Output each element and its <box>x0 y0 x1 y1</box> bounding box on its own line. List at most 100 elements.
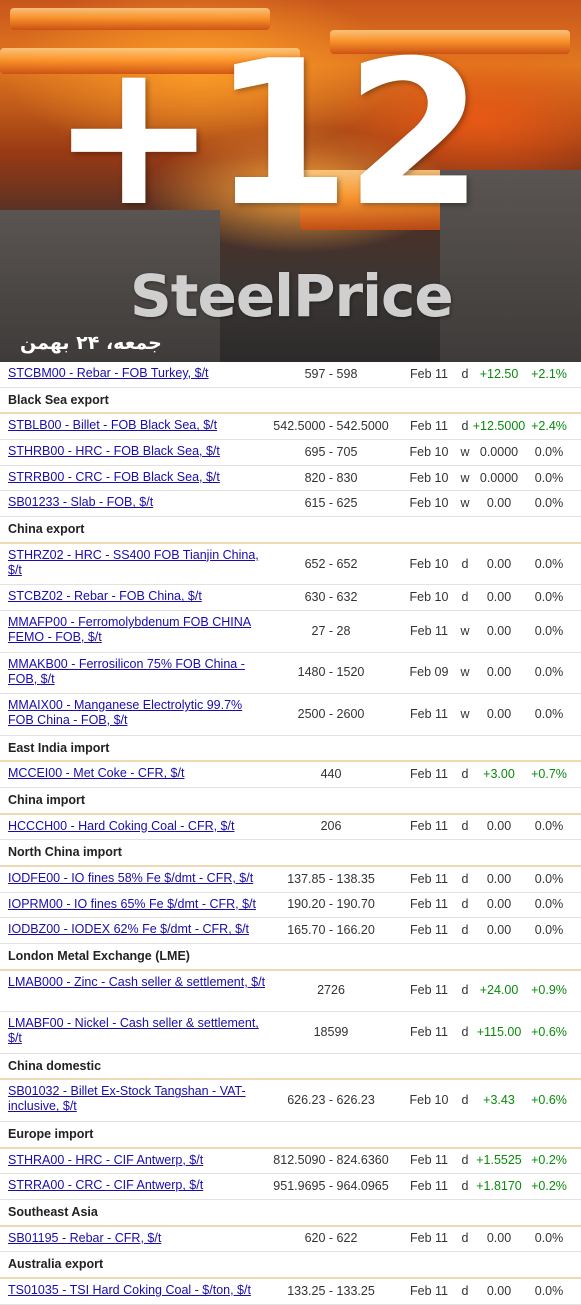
price-date: Feb 11 <box>410 767 448 782</box>
frequency: d <box>461 983 469 998</box>
product-link[interactable]: STRRB00 - CRC - FOB Black Sea, $/t <box>8 469 220 484</box>
machine-block <box>0 210 220 362</box>
price-date: Feb 10 <box>409 496 449 511</box>
price-change: 0.00 <box>486 1283 512 1298</box>
price-row: MMAKB00 - Ferrosilicon 75% FOB China - F… <box>0 653 581 694</box>
frequency: d <box>461 767 469 782</box>
percent-change: 0.0% <box>534 819 564 834</box>
price-range: 18599 <box>313 1024 349 1039</box>
price-date: Feb 11 <box>410 897 448 912</box>
price-change: 0.00 <box>486 623 512 638</box>
price-row: IODFE00 - IO fines 58% Fe $/dmt - CFR, $… <box>0 867 581 893</box>
price-date: Feb 10 <box>409 444 449 459</box>
product-link[interactable]: IODFE00 - IO fines 58% Fe $/dmt - CFR, $… <box>8 870 254 885</box>
price-range: 652 - 652 <box>304 556 358 571</box>
price-change: +12.50 <box>479 366 519 381</box>
percent-change: +0.2% <box>531 1179 567 1194</box>
frequency: w <box>460 470 470 485</box>
header-banner: +12 SteelPrice جمعه، ۲۴ بهمن <box>0 0 581 362</box>
price-row: HCCCH00 - Hard Coking Coal - CFR, $/t 206… <box>0 815 581 841</box>
price-range: 630 - 632 <box>304 590 358 605</box>
price-date: Feb 11 <box>410 1153 448 1168</box>
percent-change: 0.0% <box>534 897 564 912</box>
percent-change: 0.0% <box>534 470 564 485</box>
price-row: STCBM00 - Rebar - FOB Turkey, $/t 597 - 5… <box>0 362 581 388</box>
frequency: w <box>460 496 470 511</box>
product-link[interactable]: HCCCH00 - Hard Coking Coal - CFR, $/t <box>8 818 235 833</box>
percent-change: 0.0% <box>534 871 564 886</box>
product-link[interactable]: STCBM00 - Rebar - FOB Turkey, $/t <box>8 366 209 380</box>
price-change: +3.00 <box>483 767 515 782</box>
price-range: 27 - 28 <box>311 623 351 638</box>
product-link[interactable]: STHRA00 - HRC - CIF Antwerp, $/t <box>8 1152 204 1167</box>
price-change: 0.00 <box>486 897 512 912</box>
price-row: STBLB00 - Billet - FOB Black Sea, $/t 542… <box>0 414 581 441</box>
price-row: MMAFP00 - Ferromolybdenum FOB CHINA FEMO… <box>0 611 581 653</box>
price-row: MCCEI00 - Met Coke - CFR, $/t 440 Feb 11 d +… <box>0 762 581 788</box>
price-range: 2500 - 2600 <box>297 706 365 721</box>
frequency: w <box>460 444 470 459</box>
price-date: Feb 11 <box>410 923 448 938</box>
price-range: 615 - 625 <box>304 496 358 511</box>
product-link[interactable]: MCCEI00 - Met Coke - CFR, $/t <box>8 766 185 781</box>
price-range: 597 - 598 <box>304 366 358 381</box>
product-link[interactable]: STHRZ02 - HRC - SS400 FOB Tianjin China,… <box>8 547 259 577</box>
price-range: 137.85 - 138.35 <box>287 871 375 886</box>
price-table: STCBM00 - Rebar - FOB Turkey, $/t 597 - 5… <box>0 362 581 1305</box>
price-row: MMAIX00 - Manganese Electrolytic 99.7% F… <box>0 694 581 736</box>
section-title: China export <box>8 522 85 537</box>
percent-change: 0.0% <box>534 706 564 721</box>
section-header: Europe import <box>0 1122 581 1149</box>
price-range: 2726 <box>317 983 345 998</box>
frequency: d <box>461 871 469 886</box>
product-link[interactable]: STHRB00 - HRC - FOB Black Sea, $/t <box>8 444 220 459</box>
section-header: China import <box>0 788 581 815</box>
section-header: Southeast Asia <box>0 1200 581 1227</box>
price-date: Feb 11 <box>410 1179 448 1194</box>
product-link[interactable]: IOPRM00 - IO fines 65% Fe $/dmt - CFR, $… <box>8 896 256 911</box>
product-link[interactable]: TS01035 - TSI Hard Coking Coal - $/ton, … <box>8 1283 251 1297</box>
product-link[interactable]: LMABF00 - Nickel - Cash seller & settlem… <box>8 1016 259 1046</box>
section-title: Europe import <box>8 1126 94 1141</box>
price-date: Feb 09 <box>409 665 449 680</box>
percent-change: 0.0% <box>534 1283 564 1298</box>
price-date: Feb 10 <box>409 556 449 571</box>
product-link[interactable]: SB01233 - Slab - FOB, $/t <box>8 495 154 510</box>
product-link[interactable]: MMAIX00 - Manganese Electrolytic 99.7% F… <box>8 698 243 727</box>
price-range: 165.70 - 166.20 <box>287 923 375 938</box>
percent-change: 0.0% <box>534 1231 564 1246</box>
frequency: d <box>461 1024 469 1039</box>
price-change: 0.00 <box>486 556 512 571</box>
product-link[interactable]: STCBZ02 - Rebar - FOB China, $/t <box>8 589 202 604</box>
price-date: Feb 10 <box>409 470 449 485</box>
frequency: d <box>461 419 469 434</box>
percent-change: +0.6% <box>531 1093 567 1108</box>
price-change: +3.43 <box>483 1093 515 1108</box>
percent-change: +2.4% <box>531 419 567 434</box>
price-range: 812.5090 - 824.6360 <box>273 1153 389 1168</box>
percent-change: 0.0% <box>534 496 564 511</box>
price-change: 0.00 <box>486 871 512 886</box>
price-change: +12.5000 <box>472 419 526 434</box>
product-link[interactable]: MMAKB00 - Ferrosilicon 75% FOB China - F… <box>8 656 245 686</box>
price-row: STHRB00 - HRC - FOB Black Sea, $/t 695 - … <box>0 440 581 466</box>
frequency: d <box>461 1231 469 1246</box>
frequency: d <box>461 1179 469 1194</box>
product-link[interactable]: IODBZ00 - IODEX 62% Fe $/dmt - CFR, $/t <box>8 922 250 937</box>
product-link[interactable]: SB01032 - Billet Ex-Stock Tangshan - VAT… <box>8 1084 246 1114</box>
product-link[interactable]: SB01195 - Rebar - CFR, $/t <box>8 1230 162 1245</box>
percent-change: +2.1% <box>531 366 567 381</box>
price-row: SB01032 - Billet Ex-Stock Tangshan - VAT… <box>0 1080 581 1122</box>
price-range: 190.20 - 190.70 <box>287 897 375 912</box>
price-change: 0.0000 <box>479 444 519 459</box>
product-link[interactable]: STBLB00 - Billet - FOB Black Sea, $/t <box>8 418 218 433</box>
product-link[interactable]: LMAB000 - Zinc - Cash seller & settlemen… <box>8 974 266 989</box>
price-date: Feb 11 <box>410 1024 448 1039</box>
section-header: Australia export <box>0 1252 581 1279</box>
frequency: d <box>461 590 469 605</box>
product-link[interactable]: STRRA00 - CRC - CIF Antwerp, $/t <box>8 1178 204 1193</box>
frequency: w <box>460 623 470 638</box>
product-link[interactable]: MMAFP00 - Ferromolybdenum FOB CHINA FEMO… <box>8 615 252 644</box>
price-row: TS01035 - TSI Hard Coking Coal - $/ton, … <box>0 1279 581 1305</box>
price-change: +115.00 <box>476 1024 522 1039</box>
